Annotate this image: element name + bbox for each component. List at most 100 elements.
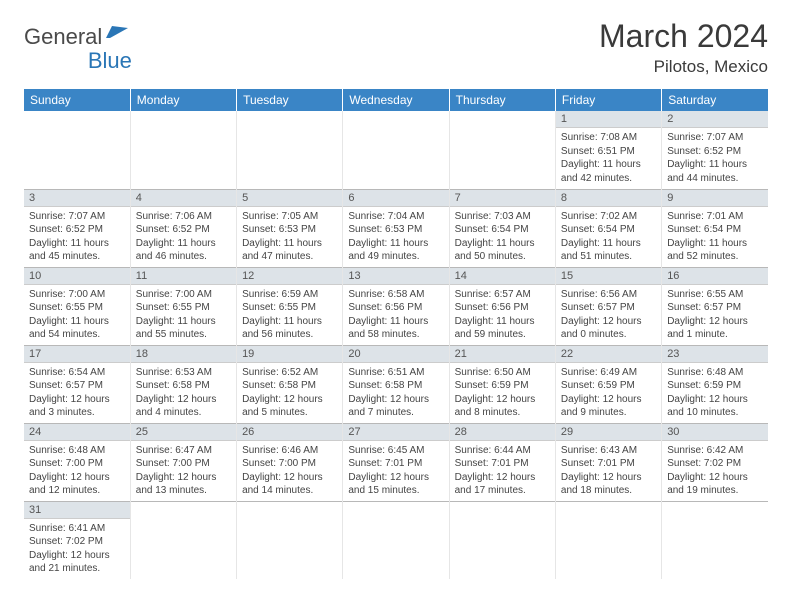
sunrise-text: Sunrise: 7:00 AM <box>136 288 231 302</box>
daylight-text: Daylight: 11 hours and 59 minutes. <box>455 315 550 342</box>
daylight-text: Daylight: 12 hours and 14 minutes. <box>242 471 337 498</box>
calendar-day-cell: 5Sunrise: 7:05 AMSunset: 6:53 PMDaylight… <box>237 189 343 267</box>
calendar-day-cell: 16Sunrise: 6:55 AMSunset: 6:57 PMDayligh… <box>662 267 768 345</box>
day-number: 7 <box>450 190 555 207</box>
sunset-text: Sunset: 6:54 PM <box>667 223 763 237</box>
calendar-day-cell: 18Sunrise: 6:53 AMSunset: 6:58 PMDayligh… <box>130 345 236 423</box>
day-number: 24 <box>24 424 130 441</box>
location: Pilotos, Mexico <box>599 57 768 77</box>
sunrise-text: Sunrise: 6:44 AM <box>455 444 550 458</box>
sunrise-text: Sunrise: 7:01 AM <box>667 210 763 224</box>
sunrise-text: Sunrise: 7:02 AM <box>561 210 656 224</box>
day-number: 17 <box>24 346 130 363</box>
day-number: 30 <box>662 424 768 441</box>
calendar-week-row: 10Sunrise: 7:00 AMSunset: 6:55 PMDayligh… <box>24 267 768 345</box>
logo-text-part1: General <box>24 24 102 50</box>
daylight-text: Daylight: 12 hours and 13 minutes. <box>136 471 231 498</box>
sunset-text: Sunset: 6:58 PM <box>136 379 231 393</box>
sunrise-text: Sunrise: 6:58 AM <box>348 288 443 302</box>
sunset-text: Sunset: 6:52 PM <box>667 145 763 159</box>
day-number: 23 <box>662 346 768 363</box>
daylight-text: Daylight: 12 hours and 7 minutes. <box>348 393 443 420</box>
calendar-day-cell: 6Sunrise: 7:04 AMSunset: 6:53 PMDaylight… <box>343 189 449 267</box>
day-details: Sunrise: 6:54 AMSunset: 6:57 PMDaylight:… <box>24 363 130 423</box>
day-details: Sunrise: 6:52 AMSunset: 6:58 PMDaylight:… <box>237 363 342 423</box>
title-block: March 2024 Pilotos, Mexico <box>599 18 768 77</box>
daylight-text: Daylight: 11 hours and 50 minutes. <box>455 237 550 264</box>
calendar-empty-cell <box>237 501 343 579</box>
month-title: March 2024 <box>599 18 768 55</box>
calendar-day-cell: 11Sunrise: 7:00 AMSunset: 6:55 PMDayligh… <box>130 267 236 345</box>
day-details: Sunrise: 6:50 AMSunset: 6:59 PMDaylight:… <box>450 363 555 423</box>
sunrise-text: Sunrise: 7:04 AM <box>348 210 443 224</box>
calendar-empty-cell <box>662 501 768 579</box>
day-details: Sunrise: 6:47 AMSunset: 7:00 PMDaylight:… <box>131 441 236 501</box>
calendar-day-cell: 19Sunrise: 6:52 AMSunset: 6:58 PMDayligh… <box>237 345 343 423</box>
day-details: Sunrise: 6:48 AMSunset: 7:00 PMDaylight:… <box>24 441 130 501</box>
calendar-empty-cell <box>449 501 555 579</box>
day-details: Sunrise: 6:46 AMSunset: 7:00 PMDaylight:… <box>237 441 342 501</box>
sunrise-text: Sunrise: 6:47 AM <box>136 444 231 458</box>
day-details: Sunrise: 6:53 AMSunset: 6:58 PMDaylight:… <box>131 363 236 423</box>
daylight-text: Daylight: 11 hours and 49 minutes. <box>348 237 443 264</box>
day-details: Sunrise: 6:49 AMSunset: 6:59 PMDaylight:… <box>556 363 661 423</box>
day-details: Sunrise: 7:05 AMSunset: 6:53 PMDaylight:… <box>237 207 342 267</box>
day-number: 12 <box>237 268 342 285</box>
calendar-day-cell: 25Sunrise: 6:47 AMSunset: 7:00 PMDayligh… <box>130 423 236 501</box>
sunrise-text: Sunrise: 6:45 AM <box>348 444 443 458</box>
weekday-header: Friday <box>555 89 661 111</box>
calendar-week-row: 17Sunrise: 6:54 AMSunset: 6:57 PMDayligh… <box>24 345 768 423</box>
sunset-text: Sunset: 6:59 PM <box>455 379 550 393</box>
daylight-text: Daylight: 12 hours and 1 minute. <box>667 315 763 342</box>
daylight-text: Daylight: 12 hours and 9 minutes. <box>561 393 656 420</box>
day-number: 28 <box>450 424 555 441</box>
daylight-text: Daylight: 11 hours and 55 minutes. <box>136 315 231 342</box>
day-details: Sunrise: 6:42 AMSunset: 7:02 PMDaylight:… <box>662 441 768 501</box>
daylight-text: Daylight: 12 hours and 15 minutes. <box>348 471 443 498</box>
sunset-text: Sunset: 6:52 PM <box>136 223 231 237</box>
calendar-day-cell: 13Sunrise: 6:58 AMSunset: 6:56 PMDayligh… <box>343 267 449 345</box>
day-number: 8 <box>556 190 661 207</box>
daylight-text: Daylight: 12 hours and 5 minutes. <box>242 393 337 420</box>
day-number: 22 <box>556 346 661 363</box>
sunrise-text: Sunrise: 6:46 AM <box>242 444 337 458</box>
daylight-text: Daylight: 12 hours and 10 minutes. <box>667 393 763 420</box>
sunrise-text: Sunrise: 6:59 AM <box>242 288 337 302</box>
sunrise-text: Sunrise: 7:06 AM <box>136 210 231 224</box>
calendar-day-cell: 22Sunrise: 6:49 AMSunset: 6:59 PMDayligh… <box>555 345 661 423</box>
calendar-empty-cell <box>343 111 449 189</box>
daylight-text: Daylight: 11 hours and 56 minutes. <box>242 315 337 342</box>
daylight-text: Daylight: 12 hours and 17 minutes. <box>455 471 550 498</box>
calendar-week-row: 3Sunrise: 7:07 AMSunset: 6:52 PMDaylight… <box>24 189 768 267</box>
calendar-day-cell: 28Sunrise: 6:44 AMSunset: 7:01 PMDayligh… <box>449 423 555 501</box>
day-details: Sunrise: 7:07 AMSunset: 6:52 PMDaylight:… <box>662 128 768 188</box>
sunset-text: Sunset: 7:00 PM <box>242 457 337 471</box>
weekday-header: Monday <box>130 89 236 111</box>
sunrise-text: Sunrise: 7:08 AM <box>561 131 656 145</box>
day-details: Sunrise: 7:07 AMSunset: 6:52 PMDaylight:… <box>24 207 130 267</box>
calendar-day-cell: 3Sunrise: 7:07 AMSunset: 6:52 PMDaylight… <box>24 189 130 267</box>
weekday-header: Sunday <box>24 89 130 111</box>
day-details: Sunrise: 7:08 AMSunset: 6:51 PMDaylight:… <box>556 128 661 188</box>
sunrise-text: Sunrise: 6:54 AM <box>29 366 125 380</box>
day-details: Sunrise: 7:01 AMSunset: 6:54 PMDaylight:… <box>662 207 768 267</box>
daylight-text: Daylight: 11 hours and 44 minutes. <box>667 158 763 185</box>
day-number: 19 <box>237 346 342 363</box>
sunrise-text: Sunrise: 6:48 AM <box>667 366 763 380</box>
sunset-text: Sunset: 7:01 PM <box>348 457 443 471</box>
daylight-text: Daylight: 12 hours and 0 minutes. <box>561 315 656 342</box>
day-number: 16 <box>662 268 768 285</box>
day-number: 10 <box>24 268 130 285</box>
sunset-text: Sunset: 6:59 PM <box>561 379 656 393</box>
day-details: Sunrise: 6:57 AMSunset: 6:56 PMDaylight:… <box>450 285 555 345</box>
calendar-day-cell: 14Sunrise: 6:57 AMSunset: 6:56 PMDayligh… <box>449 267 555 345</box>
calendar-day-cell: 7Sunrise: 7:03 AMSunset: 6:54 PMDaylight… <box>449 189 555 267</box>
sunrise-text: Sunrise: 7:07 AM <box>29 210 125 224</box>
day-number: 1 <box>556 111 661 128</box>
sunset-text: Sunset: 6:55 PM <box>136 301 231 315</box>
day-number: 26 <box>237 424 342 441</box>
logo-text-part2: Blue <box>88 48 132 74</box>
sunset-text: Sunset: 7:01 PM <box>561 457 656 471</box>
day-details: Sunrise: 7:02 AMSunset: 6:54 PMDaylight:… <box>556 207 661 267</box>
sunrise-text: Sunrise: 7:07 AM <box>667 131 763 145</box>
